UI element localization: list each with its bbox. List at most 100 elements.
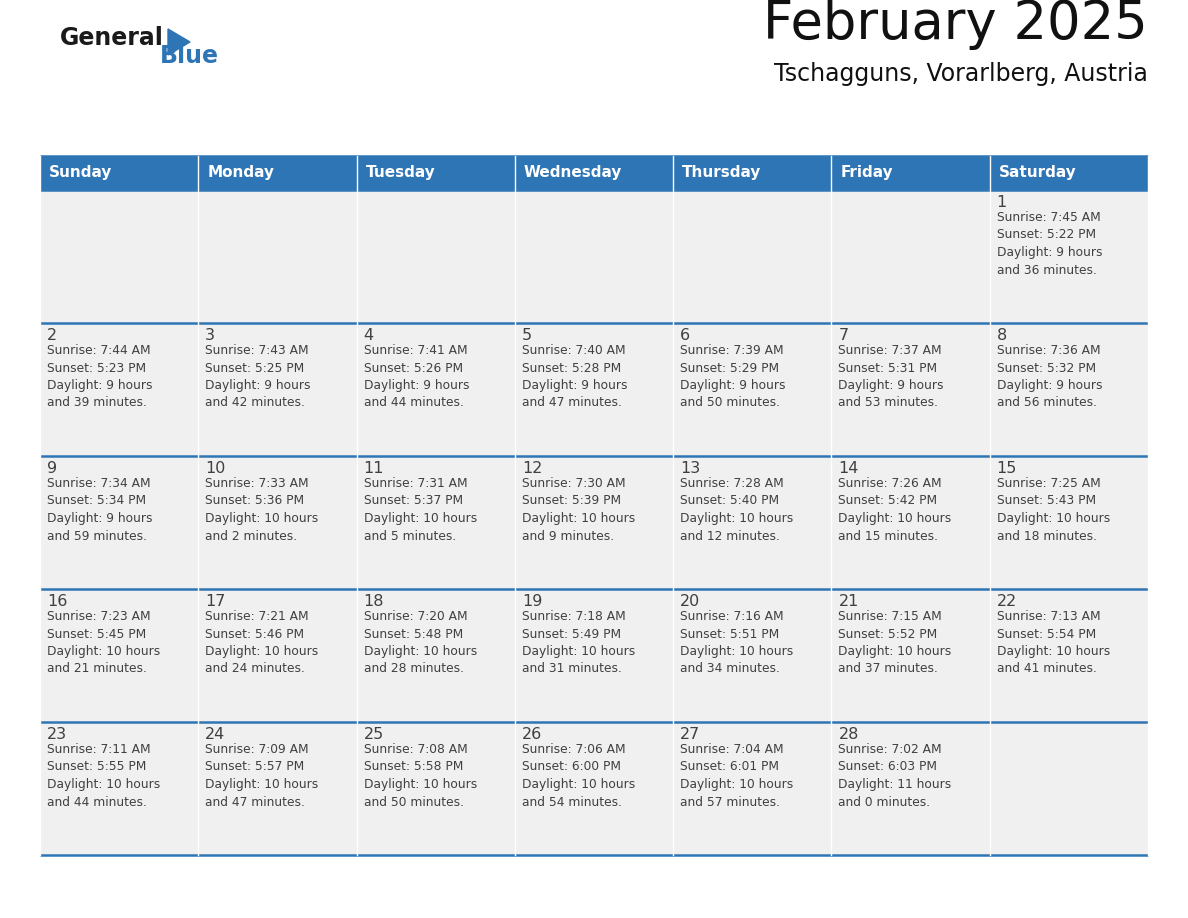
- Text: Sunrise: 7:43 AM
Sunset: 5:25 PM
Daylight: 9 hours
and 42 minutes.: Sunrise: 7:43 AM Sunset: 5:25 PM Dayligh…: [206, 344, 311, 409]
- Text: 27: 27: [681, 727, 701, 742]
- Text: Sunrise: 7:16 AM
Sunset: 5:51 PM
Daylight: 10 hours
and 34 minutes.: Sunrise: 7:16 AM Sunset: 5:51 PM Dayligh…: [681, 610, 794, 676]
- Text: 25: 25: [364, 727, 384, 742]
- Bar: [832, 190, 990, 323]
- Text: Wednesday: Wednesday: [524, 165, 623, 181]
- Text: 16: 16: [48, 594, 68, 609]
- Text: 8: 8: [997, 328, 1007, 343]
- Bar: [990, 323, 1148, 456]
- Text: Sunrise: 7:44 AM
Sunset: 5:23 PM
Daylight: 9 hours
and 39 minutes.: Sunrise: 7:44 AM Sunset: 5:23 PM Dayligh…: [48, 344, 152, 409]
- Text: Tuesday: Tuesday: [366, 165, 435, 181]
- Text: Blue: Blue: [160, 44, 219, 68]
- Text: 9: 9: [48, 461, 57, 476]
- Text: Sunrise: 7:15 AM
Sunset: 5:52 PM
Daylight: 10 hours
and 37 minutes.: Sunrise: 7:15 AM Sunset: 5:52 PM Dayligh…: [839, 610, 952, 676]
- Bar: [990, 156, 1148, 190]
- Polygon shape: [168, 29, 190, 55]
- Bar: [40, 722, 198, 855]
- Text: Monday: Monday: [207, 165, 274, 181]
- Bar: [990, 589, 1148, 722]
- Bar: [674, 156, 832, 190]
- Bar: [356, 722, 514, 855]
- Bar: [356, 323, 514, 456]
- Text: Sunrise: 7:02 AM
Sunset: 6:03 PM
Daylight: 11 hours
and 0 minutes.: Sunrise: 7:02 AM Sunset: 6:03 PM Dayligh…: [839, 743, 952, 809]
- Bar: [990, 456, 1148, 589]
- Bar: [40, 323, 198, 456]
- Text: Sunrise: 7:13 AM
Sunset: 5:54 PM
Daylight: 10 hours
and 41 minutes.: Sunrise: 7:13 AM Sunset: 5:54 PM Dayligh…: [997, 610, 1110, 676]
- Bar: [990, 190, 1148, 323]
- Bar: [40, 190, 198, 323]
- Bar: [356, 190, 514, 323]
- Text: 18: 18: [364, 594, 384, 609]
- Bar: [832, 722, 990, 855]
- Bar: [198, 190, 356, 323]
- Bar: [514, 456, 674, 589]
- Bar: [832, 456, 990, 589]
- Text: General: General: [61, 26, 164, 50]
- Text: 12: 12: [522, 461, 542, 476]
- Text: 19: 19: [522, 594, 542, 609]
- Text: Sunrise: 7:04 AM
Sunset: 6:01 PM
Daylight: 10 hours
and 57 minutes.: Sunrise: 7:04 AM Sunset: 6:01 PM Dayligh…: [681, 743, 794, 809]
- Text: Sunrise: 7:11 AM
Sunset: 5:55 PM
Daylight: 10 hours
and 44 minutes.: Sunrise: 7:11 AM Sunset: 5:55 PM Dayligh…: [48, 743, 160, 809]
- Text: 2: 2: [48, 328, 57, 343]
- Text: Sunrise: 7:45 AM
Sunset: 5:22 PM
Daylight: 9 hours
and 36 minutes.: Sunrise: 7:45 AM Sunset: 5:22 PM Dayligh…: [997, 211, 1102, 276]
- Bar: [198, 589, 356, 722]
- Bar: [832, 323, 990, 456]
- Text: Sunrise: 7:20 AM
Sunset: 5:48 PM
Daylight: 10 hours
and 28 minutes.: Sunrise: 7:20 AM Sunset: 5:48 PM Dayligh…: [364, 610, 476, 676]
- Bar: [514, 190, 674, 323]
- Text: Sunrise: 7:25 AM
Sunset: 5:43 PM
Daylight: 10 hours
and 18 minutes.: Sunrise: 7:25 AM Sunset: 5:43 PM Dayligh…: [997, 477, 1110, 543]
- Text: 15: 15: [997, 461, 1017, 476]
- Text: 21: 21: [839, 594, 859, 609]
- Text: 17: 17: [206, 594, 226, 609]
- Text: Thursday: Thursday: [682, 165, 762, 181]
- Bar: [832, 589, 990, 722]
- Text: Sunrise: 7:31 AM
Sunset: 5:37 PM
Daylight: 10 hours
and 5 minutes.: Sunrise: 7:31 AM Sunset: 5:37 PM Dayligh…: [364, 477, 476, 543]
- Text: 6: 6: [681, 328, 690, 343]
- Text: February 2025: February 2025: [763, 0, 1148, 50]
- Bar: [514, 589, 674, 722]
- Bar: [674, 589, 832, 722]
- Text: 5: 5: [522, 328, 532, 343]
- Text: Sunrise: 7:09 AM
Sunset: 5:57 PM
Daylight: 10 hours
and 47 minutes.: Sunrise: 7:09 AM Sunset: 5:57 PM Dayligh…: [206, 743, 318, 809]
- Text: 23: 23: [48, 727, 68, 742]
- Bar: [514, 722, 674, 855]
- Text: 20: 20: [681, 594, 701, 609]
- Text: 28: 28: [839, 727, 859, 742]
- Text: 10: 10: [206, 461, 226, 476]
- Bar: [514, 323, 674, 456]
- Text: Saturday: Saturday: [999, 165, 1076, 181]
- Text: Sunrise: 7:18 AM
Sunset: 5:49 PM
Daylight: 10 hours
and 31 minutes.: Sunrise: 7:18 AM Sunset: 5:49 PM Dayligh…: [522, 610, 636, 676]
- Text: 4: 4: [364, 328, 374, 343]
- Text: 1: 1: [997, 195, 1007, 210]
- Text: Sunrise: 7:40 AM
Sunset: 5:28 PM
Daylight: 9 hours
and 47 minutes.: Sunrise: 7:40 AM Sunset: 5:28 PM Dayligh…: [522, 344, 627, 409]
- Text: 26: 26: [522, 727, 542, 742]
- Text: Sunrise: 7:30 AM
Sunset: 5:39 PM
Daylight: 10 hours
and 9 minutes.: Sunrise: 7:30 AM Sunset: 5:39 PM Dayligh…: [522, 477, 636, 543]
- Bar: [40, 589, 198, 722]
- Text: 24: 24: [206, 727, 226, 742]
- Bar: [198, 722, 356, 855]
- Bar: [832, 156, 990, 190]
- Text: Sunday: Sunday: [49, 165, 113, 181]
- Bar: [40, 456, 198, 589]
- Bar: [674, 722, 832, 855]
- Text: Sunrise: 7:26 AM
Sunset: 5:42 PM
Daylight: 10 hours
and 15 minutes.: Sunrise: 7:26 AM Sunset: 5:42 PM Dayligh…: [839, 477, 952, 543]
- Bar: [198, 156, 356, 190]
- Text: Sunrise: 7:21 AM
Sunset: 5:46 PM
Daylight: 10 hours
and 24 minutes.: Sunrise: 7:21 AM Sunset: 5:46 PM Dayligh…: [206, 610, 318, 676]
- Bar: [356, 589, 514, 722]
- Bar: [198, 456, 356, 589]
- Text: Tschagguns, Vorarlberg, Austria: Tschagguns, Vorarlberg, Austria: [775, 62, 1148, 86]
- Bar: [674, 190, 832, 323]
- Text: 13: 13: [681, 461, 701, 476]
- Text: 22: 22: [997, 594, 1017, 609]
- Text: 11: 11: [364, 461, 384, 476]
- Bar: [356, 156, 514, 190]
- Text: Sunrise: 7:33 AM
Sunset: 5:36 PM
Daylight: 10 hours
and 2 minutes.: Sunrise: 7:33 AM Sunset: 5:36 PM Dayligh…: [206, 477, 318, 543]
- Text: 14: 14: [839, 461, 859, 476]
- Text: Sunrise: 7:37 AM
Sunset: 5:31 PM
Daylight: 9 hours
and 53 minutes.: Sunrise: 7:37 AM Sunset: 5:31 PM Dayligh…: [839, 344, 944, 409]
- Bar: [674, 323, 832, 456]
- Text: 3: 3: [206, 328, 215, 343]
- Text: 7: 7: [839, 328, 848, 343]
- Bar: [198, 323, 356, 456]
- Bar: [514, 156, 674, 190]
- Bar: [990, 722, 1148, 855]
- Bar: [356, 456, 514, 589]
- Text: Sunrise: 7:23 AM
Sunset: 5:45 PM
Daylight: 10 hours
and 21 minutes.: Sunrise: 7:23 AM Sunset: 5:45 PM Dayligh…: [48, 610, 160, 676]
